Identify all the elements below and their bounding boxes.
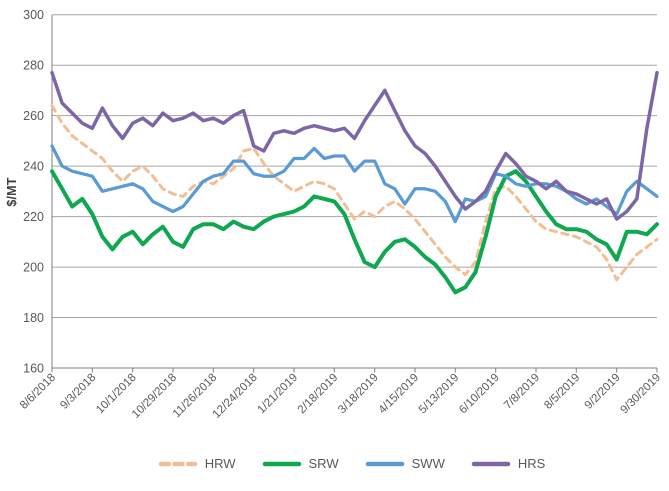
y-axis-title: $/MT	[5, 177, 19, 207]
sww-line-swatch	[365, 461, 404, 466]
svg-text:2/18/2019: 2/18/2019	[296, 372, 341, 417]
legend-label-hrs: HRS	[517, 456, 546, 471]
svg-text:8/5/2019: 8/5/2019	[542, 372, 582, 412]
svg-text:180: 180	[23, 311, 44, 325]
svg-text:240: 240	[23, 160, 44, 174]
legend-item-srw: SRW	[262, 456, 339, 471]
svg-text:7/8/2019: 7/8/2019	[502, 372, 542, 412]
legend-label-hrw: HRW	[204, 456, 236, 471]
srw-line-swatch	[262, 461, 301, 466]
legend-item-hrw: HRW	[158, 456, 236, 471]
legend-label-sww: SWW	[411, 456, 445, 471]
svg-text:260: 260	[23, 109, 44, 123]
svg-text:9/3/2018: 9/3/2018	[58, 372, 98, 412]
svg-text:9/2/2019: 9/2/2019	[583, 372, 623, 412]
hrw-line-swatch	[158, 461, 197, 466]
svg-text:3/18/2019: 3/18/2019	[336, 372, 381, 417]
svg-text:160: 160	[23, 362, 44, 376]
svg-text:300: 300	[23, 8, 44, 22]
hrs-line-swatch	[471, 461, 511, 466]
legend-item-sww: SWW	[365, 456, 445, 471]
svg-text:9/30/2019: 9/30/2019	[618, 372, 663, 417]
svg-text:8/6/2018: 8/6/2018	[18, 372, 58, 412]
svg-text:280: 280	[23, 59, 44, 73]
svg-text:220: 220	[23, 210, 44, 224]
svg-text:4/15/2019: 4/15/2019	[376, 372, 421, 417]
legend-label-srw: SRW	[308, 456, 339, 471]
svg-text:200: 200	[23, 261, 44, 275]
svg-text:6/10/2019: 6/10/2019	[457, 372, 502, 417]
svg-text:1/21/2019: 1/21/2019	[255, 372, 300, 417]
legend-item-hrs: HRS	[471, 456, 545, 471]
chart-legend: HRW SRW SWW HRS	[0, 456, 669, 471]
plot-area: 160 180 200 220 240 260 280 300 8/6/2018 9/3/2018…	[18, 8, 663, 421]
svg-text:5/13/2019: 5/13/2019	[417, 372, 462, 417]
